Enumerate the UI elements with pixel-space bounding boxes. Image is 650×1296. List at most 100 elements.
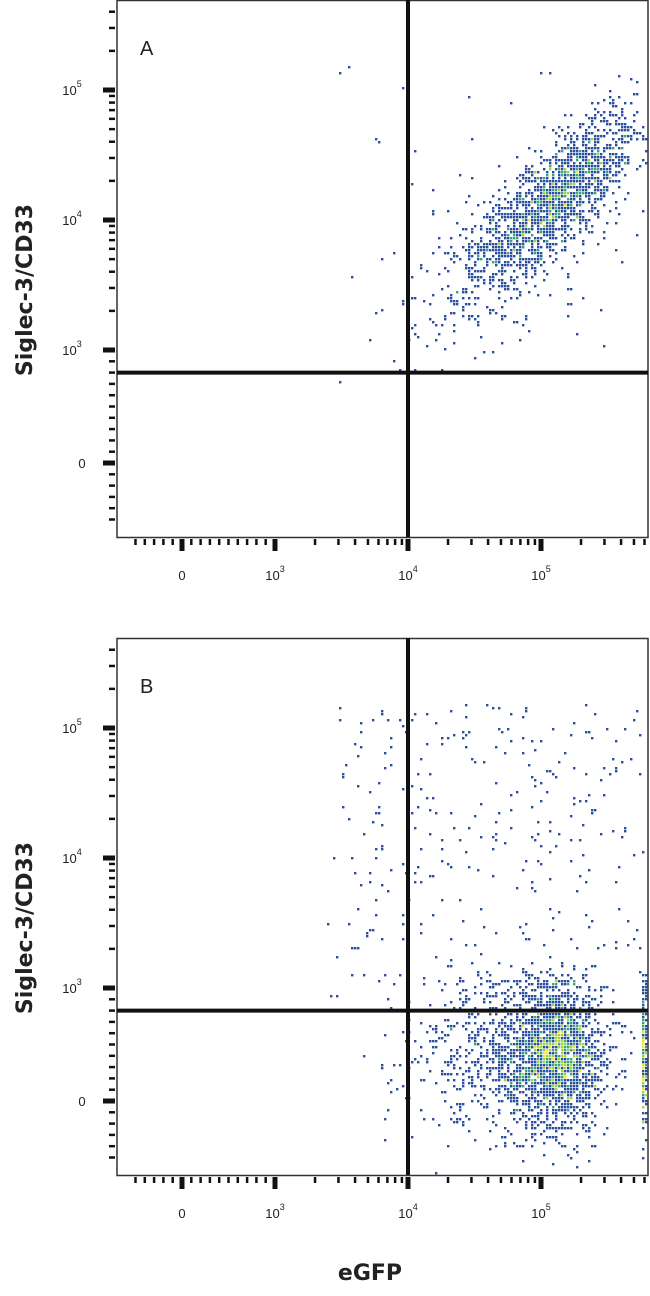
event-dot <box>468 1037 471 1040</box>
event-dot <box>642 210 645 213</box>
event-dot <box>492 1067 495 1070</box>
event-dot <box>567 1064 570 1067</box>
event-dot <box>552 1088 555 1091</box>
event-dot <box>552 1061 555 1064</box>
event-dot <box>531 1145 534 1148</box>
event-dot <box>465 1115 468 1118</box>
event-dot <box>456 1058 459 1061</box>
event-dot <box>483 270 486 273</box>
event-dot <box>492 1091 495 1094</box>
event-dot <box>645 162 648 165</box>
event-dot <box>513 321 516 324</box>
event-dot <box>501 270 504 273</box>
event-dot <box>594 809 597 812</box>
event-dot <box>531 1019 534 1022</box>
event-dot <box>504 1031 507 1034</box>
event-dot <box>495 213 498 216</box>
event-dot <box>573 183 576 186</box>
event-dot <box>498 1085 501 1088</box>
event-dot <box>516 887 519 890</box>
event-dot <box>411 276 414 279</box>
event-dot <box>483 252 486 255</box>
event-dot <box>489 1070 492 1073</box>
event-dot <box>579 1064 582 1067</box>
event-dot <box>531 207 534 210</box>
event-dot <box>549 213 552 216</box>
event-dot <box>612 99 615 102</box>
event-dot <box>573 213 576 216</box>
event-dot <box>498 210 501 213</box>
event-dot <box>516 1037 519 1040</box>
event-dot <box>522 258 525 261</box>
event-dot <box>477 246 480 249</box>
event-dot <box>501 1061 504 1064</box>
event-dot <box>615 165 618 168</box>
event-dot <box>525 225 528 228</box>
x-tick-label: 103 <box>265 1202 284 1221</box>
event-dot <box>498 204 501 207</box>
event-dot <box>486 1049 489 1052</box>
event-dot <box>531 219 534 222</box>
event-dot <box>540 1100 543 1103</box>
event-dot <box>585 219 588 222</box>
event-dot <box>591 1079 594 1082</box>
event-dot <box>552 219 555 222</box>
event-dot <box>507 1070 510 1073</box>
event-dot <box>639 734 642 737</box>
event-dot <box>516 252 519 255</box>
event-dot <box>555 776 558 779</box>
event-dot <box>573 1001 576 1004</box>
event-dot <box>534 1082 537 1085</box>
event-dot <box>486 1103 489 1106</box>
event-dot <box>552 1031 555 1034</box>
event-dot <box>567 1127 570 1130</box>
event-dot <box>369 881 372 884</box>
event-dot <box>477 1028 480 1031</box>
event-dot <box>552 177 555 180</box>
event-dot <box>378 806 381 809</box>
event-dot <box>576 1022 579 1025</box>
event-dot <box>465 264 468 267</box>
event-dot <box>426 1031 429 1034</box>
event-dot <box>522 198 525 201</box>
event-dot <box>564 992 567 995</box>
event-dot <box>597 165 600 168</box>
event-dot <box>612 147 615 150</box>
event-dot <box>570 177 573 180</box>
event-dot <box>561 995 564 998</box>
event-dot <box>525 1052 528 1055</box>
event-dot <box>555 1073 558 1076</box>
event-dot <box>450 312 453 315</box>
event-dot <box>573 1031 576 1034</box>
event-dot <box>606 120 609 123</box>
event-dot <box>582 192 585 195</box>
event-dot <box>576 1073 579 1076</box>
event-dot <box>591 812 594 815</box>
event-dot <box>519 258 522 261</box>
event-dot <box>534 201 537 204</box>
event-dot <box>573 1070 576 1073</box>
event-dot <box>534 267 537 270</box>
event-dot <box>573 1007 576 1010</box>
event-dot <box>573 153 576 156</box>
event-dot <box>555 144 558 147</box>
event-dot <box>588 153 591 156</box>
event-dot <box>555 1001 558 1004</box>
event-dot <box>642 1025 645 1028</box>
event-dot <box>489 1073 492 1076</box>
event-dot <box>549 1028 552 1031</box>
event-dot <box>573 1043 576 1046</box>
event-dot <box>543 1103 546 1106</box>
event-dot <box>516 240 519 243</box>
event-dot <box>573 165 576 168</box>
event-dot <box>546 180 549 183</box>
event-dot <box>633 132 636 135</box>
event-dot <box>507 213 510 216</box>
event-dot <box>618 1073 621 1076</box>
event-dot <box>567 1070 570 1073</box>
event-dot <box>573 210 576 213</box>
event-dot <box>543 159 546 162</box>
event-dot <box>435 1040 438 1043</box>
event-dot <box>645 1025 648 1028</box>
event-dot <box>528 228 531 231</box>
